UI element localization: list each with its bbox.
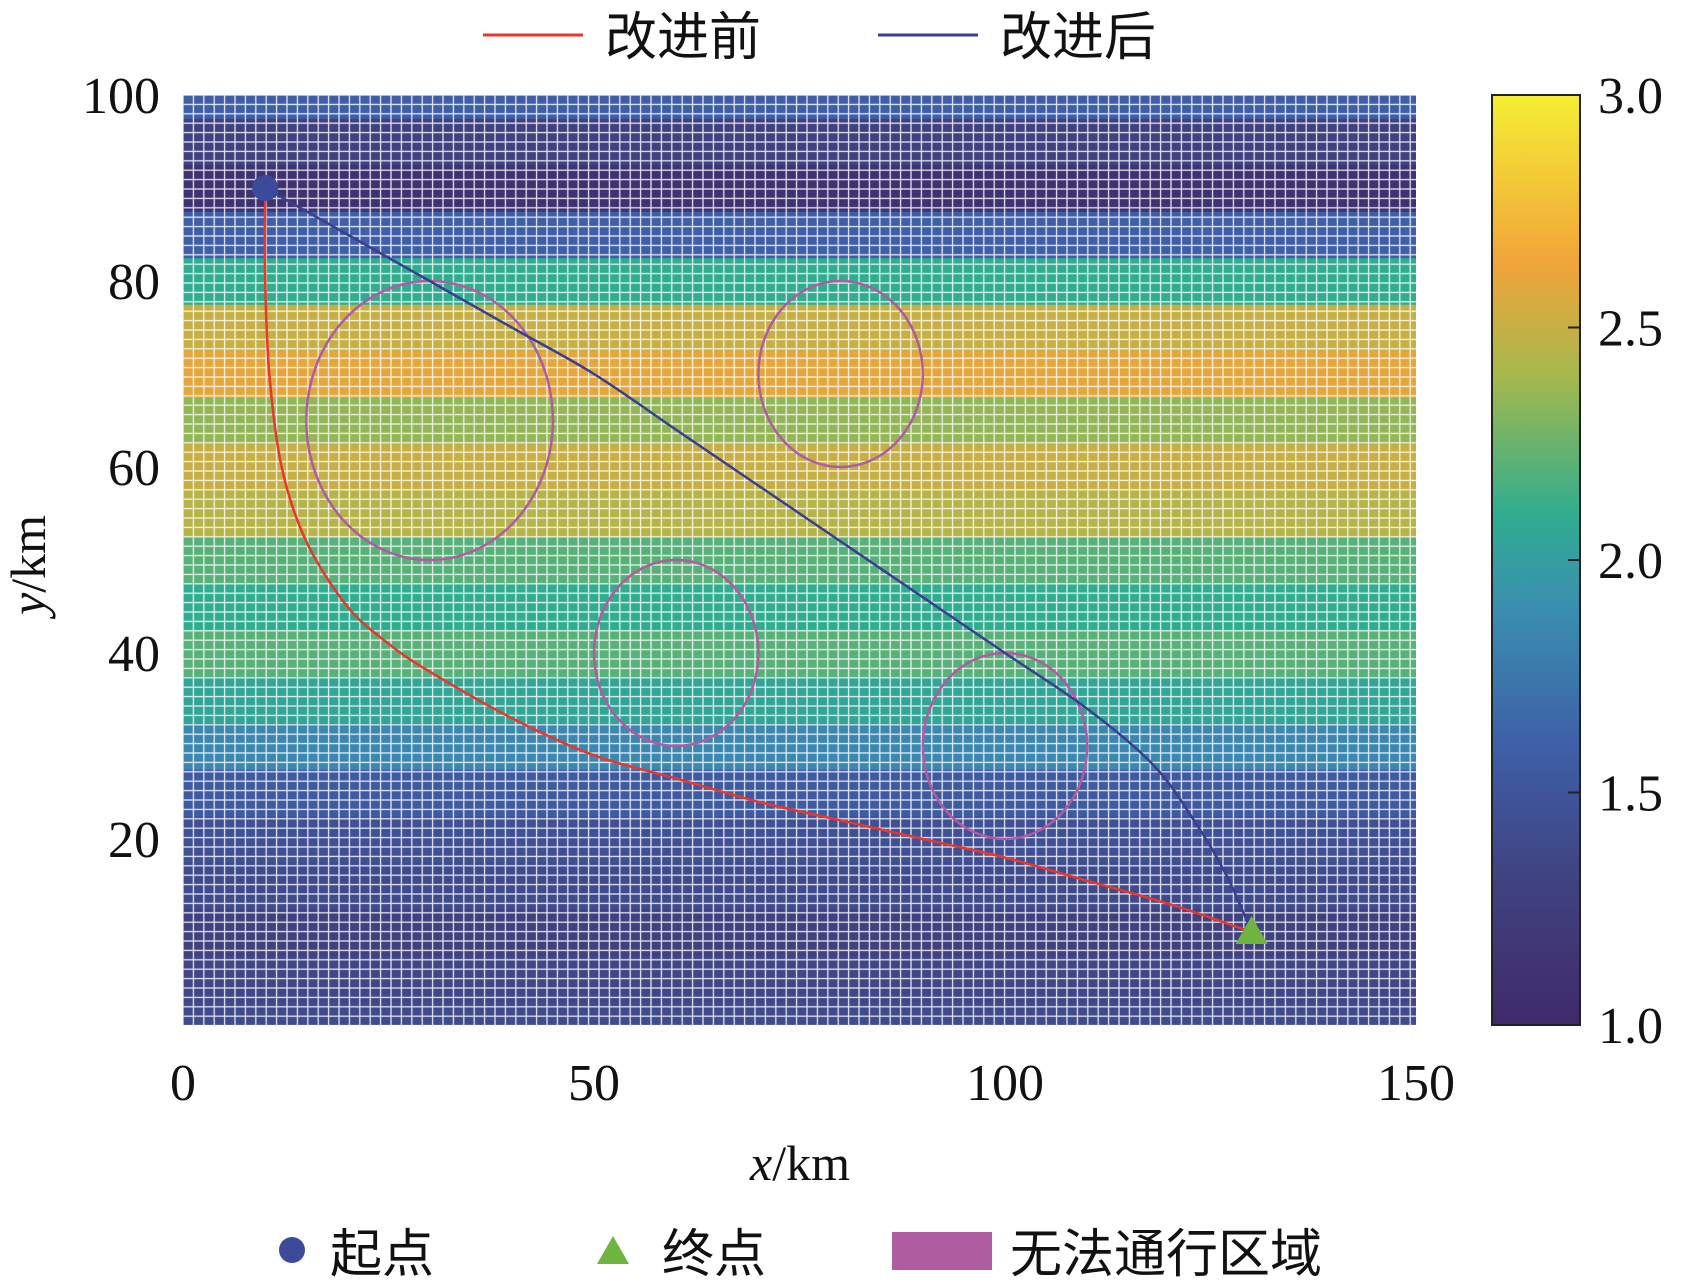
x-axis-unit: /km — [772, 1135, 850, 1191]
x-tick-label: 0 — [170, 1055, 196, 1112]
legend-obstacle-label: 无法通行区域 — [1010, 1225, 1322, 1282]
y-tick-label: 20 — [108, 812, 160, 869]
y-axis-unit: /km — [0, 515, 56, 593]
y-axis-var: y — [0, 592, 56, 620]
start-point-marker — [252, 175, 279, 201]
x-axis-label: x/km — [749, 1135, 850, 1191]
obstacle-circle — [757, 279, 925, 469]
colorbar-ticks: 1.0 1.5 2.0 2.5 3.0 — [1568, 68, 1663, 1055]
x-tick-label: 50 — [568, 1055, 620, 1112]
legend-after-label: 改进后 — [1000, 8, 1156, 68]
x-axis-var: x — [749, 1135, 772, 1191]
colorbar-gradient — [1491, 94, 1581, 1026]
legend-end-marker — [597, 1236, 629, 1264]
colorbar-tick-label: 1.0 — [1598, 998, 1663, 1055]
colorbar-tick-label: 3.0 — [1598, 68, 1663, 125]
colorbar-tick-label: 2.5 — [1598, 301, 1663, 358]
y-tick-label: 60 — [108, 440, 160, 497]
end-point-marker — [1235, 916, 1268, 944]
y-tick-label: 100 — [82, 68, 160, 125]
legend-bottom: 起点 终点 无法通行区域 — [279, 1225, 1322, 1282]
path-layer — [263, 186, 1253, 934]
x-tick-labels: 0 50 100 150 — [170, 1055, 1455, 1112]
colorbar-tick-label: 1.5 — [1598, 766, 1663, 823]
x-tick-label: 100 — [966, 1055, 1044, 1112]
colorbar: 1.0 1.5 2.0 2.5 3.0 — [1491, 68, 1663, 1055]
colorbar-tick-label: 2.0 — [1598, 533, 1663, 590]
y-tick-label: 80 — [108, 254, 160, 311]
legend-end-label: 终点 — [662, 1225, 766, 1282]
x-tick-label: 150 — [1377, 1055, 1455, 1112]
obstacle-circle — [592, 558, 760, 748]
legend-start-marker — [279, 1237, 305, 1263]
path-before-line — [263, 187, 1253, 934]
legend-before-label: 改进前 — [605, 8, 761, 68]
path-after-line — [264, 186, 1253, 933]
legend-obstacle-swatch — [892, 1232, 992, 1270]
y-tick-label: 40 — [108, 626, 160, 683]
y-tick-labels: 20 40 60 80 100 — [82, 68, 160, 869]
y-axis-label: y/km — [0, 515, 56, 620]
legend-top: 改进前 改进后 — [483, 8, 1156, 68]
legend-start-label: 起点 — [330, 1225, 434, 1282]
plot-area — [183, 95, 1416, 1025]
heatmap-mesh — [183, 95, 1416, 1025]
marker-layer — [252, 175, 1268, 944]
